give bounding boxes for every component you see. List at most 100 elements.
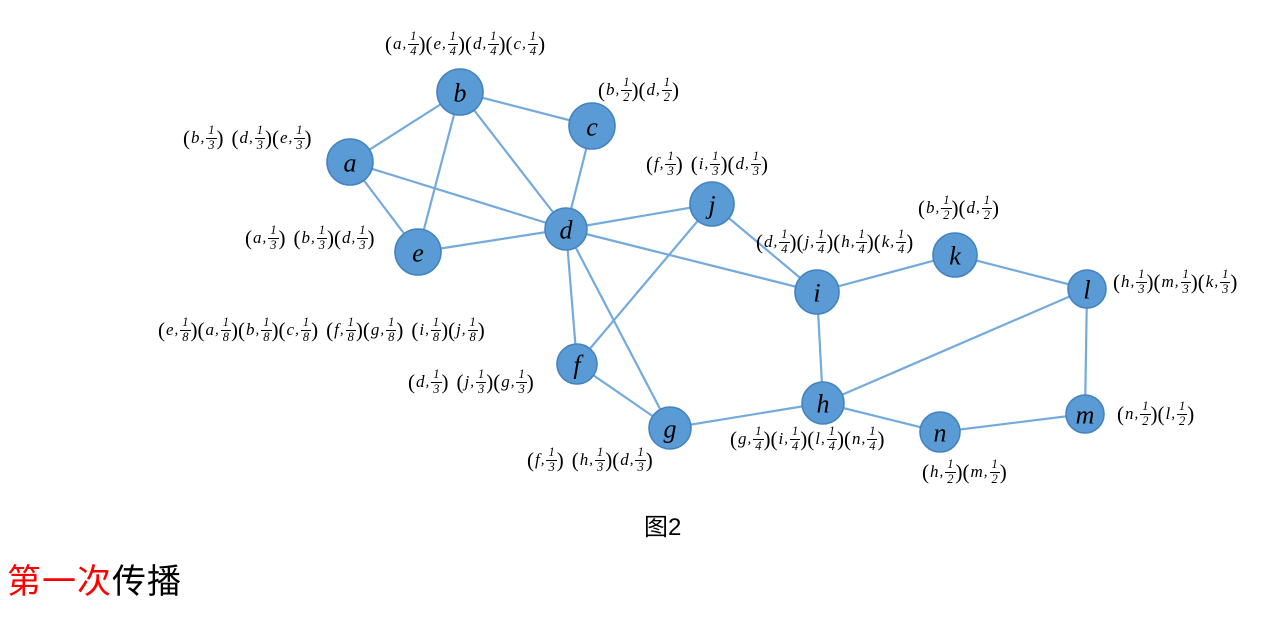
annotation-h: (g, 1 4)(i, 1 4)(l, 1 4)(n, 1 4) xyxy=(730,423,884,455)
pair-comma: , xyxy=(425,321,429,338)
pair-comma: , xyxy=(442,35,446,52)
node-label-g: g xyxy=(664,414,677,443)
annotation-n: (h, 1 2)(m, 1 2) xyxy=(922,456,1007,488)
fraction-numerator: 1 xyxy=(941,192,952,209)
pair-node-letter: e xyxy=(433,34,442,53)
fraction-numerator: 1 xyxy=(750,148,761,165)
open-paren: ( xyxy=(231,125,239,150)
pair-node-letter: g xyxy=(370,320,380,339)
fraction-numerator: 1 xyxy=(867,423,878,440)
fraction-denominator: 3 xyxy=(433,382,440,396)
pair-comma: , xyxy=(976,199,980,216)
pair-node-letter: h xyxy=(579,450,589,469)
pair-comma: , xyxy=(1130,273,1135,290)
node-k xyxy=(932,232,978,278)
node-label-i: i xyxy=(813,278,820,307)
pair-node-letter: h xyxy=(1121,272,1130,291)
pair-node-letter: a xyxy=(393,34,402,53)
edge-d-j xyxy=(565,202,713,231)
pair-comma: , xyxy=(402,35,407,52)
annotation-pair-d: (d, 1 4) xyxy=(756,226,797,256)
annotation-pair-l: (l, 1 2) xyxy=(1158,398,1195,428)
fraction-numerator: 1 xyxy=(386,314,397,331)
open-paren: ( xyxy=(385,31,392,56)
open-paren: ( xyxy=(456,369,464,394)
pair-node-letter: f xyxy=(535,450,540,469)
annotation-d: (e, 1 8)(a, 1 8)(b, 1 8)(c, 1 8)(f, 1 8)(g, 1 8)(i, 1… xyxy=(158,314,485,346)
pair-comma: , xyxy=(351,229,356,246)
fraction-numerator: 1 xyxy=(945,456,956,473)
fraction-denominator: 4 xyxy=(828,439,835,453)
annotation-pair-m: (m, 1 2) xyxy=(963,457,1007,486)
pair-comma: , xyxy=(939,463,944,480)
open-paren: ( xyxy=(408,369,415,394)
fraction-numerator: 1 xyxy=(779,226,790,243)
fraction-denominator: 8 xyxy=(182,330,189,344)
fraction-denominator: 4 xyxy=(449,44,457,58)
open-paren: ( xyxy=(245,225,252,250)
close-paren: ) xyxy=(760,151,768,176)
close-paren: ) xyxy=(1150,401,1158,426)
close-paren: ) xyxy=(999,459,1007,484)
fraction-denominator: 4 xyxy=(791,439,799,453)
annotation-pair-j: (j, 1 8) xyxy=(448,315,485,344)
fraction-numerator: 1 xyxy=(661,74,672,91)
node-label-j: j xyxy=(705,190,715,219)
fraction-numerator: 1 xyxy=(1140,398,1151,415)
fraction-numerator: 1 xyxy=(345,314,356,331)
close-paren: ) xyxy=(1230,269,1238,294)
fraction-denominator: 3 xyxy=(477,382,485,396)
annotation-pair-j: (j, 1 4) xyxy=(797,227,834,256)
node-label-d: d xyxy=(560,215,574,244)
fraction-denominator: 4 xyxy=(490,44,497,58)
edge-g-h xyxy=(669,401,824,430)
fraction-numerator: 1 xyxy=(1176,398,1188,415)
annotation-pair-c: (c, 1 4) xyxy=(506,29,546,58)
node-label-e: e xyxy=(412,238,424,267)
pair-comma: , xyxy=(470,373,474,390)
edge-h-l xyxy=(822,287,1088,405)
close-paren: ) xyxy=(190,317,198,342)
close-paren: ) xyxy=(556,447,564,472)
pair-comma: , xyxy=(1214,273,1219,290)
pair-comma: , xyxy=(935,199,940,216)
fraction-denominator: 4 xyxy=(410,44,417,58)
pair-node-letter: l xyxy=(1165,404,1171,423)
close-paren: ) xyxy=(526,369,534,394)
close-paren: ) xyxy=(486,369,494,394)
annotation-pair-i: (i, 1 3) xyxy=(691,149,728,178)
open-paren: ( xyxy=(183,125,190,150)
pair-node-letter: d xyxy=(966,198,976,217)
fraction-numerator: 1 xyxy=(516,366,527,383)
open-paren: ( xyxy=(770,426,778,451)
annotation-pair-d: (d, 1 2) xyxy=(959,193,1000,222)
open-paren: ( xyxy=(756,229,763,254)
pair-node-letter: d xyxy=(620,450,629,469)
pair-comma: , xyxy=(629,451,634,468)
fraction-denominator: 4 xyxy=(817,242,825,256)
node-l xyxy=(1067,269,1107,309)
pair-node-letter: b xyxy=(191,128,200,147)
annotation-pair-k: (k, 1 3) xyxy=(1198,267,1238,296)
edge-i-k xyxy=(816,253,956,294)
close-paren: ) xyxy=(836,426,844,451)
open-paren: ( xyxy=(411,317,419,342)
fraction-denominator: 3 xyxy=(1182,282,1189,296)
close-paren: ) xyxy=(396,317,404,342)
pair-comma: , xyxy=(215,321,219,338)
annotation-pair-f: (f, 1 8) xyxy=(326,314,363,344)
